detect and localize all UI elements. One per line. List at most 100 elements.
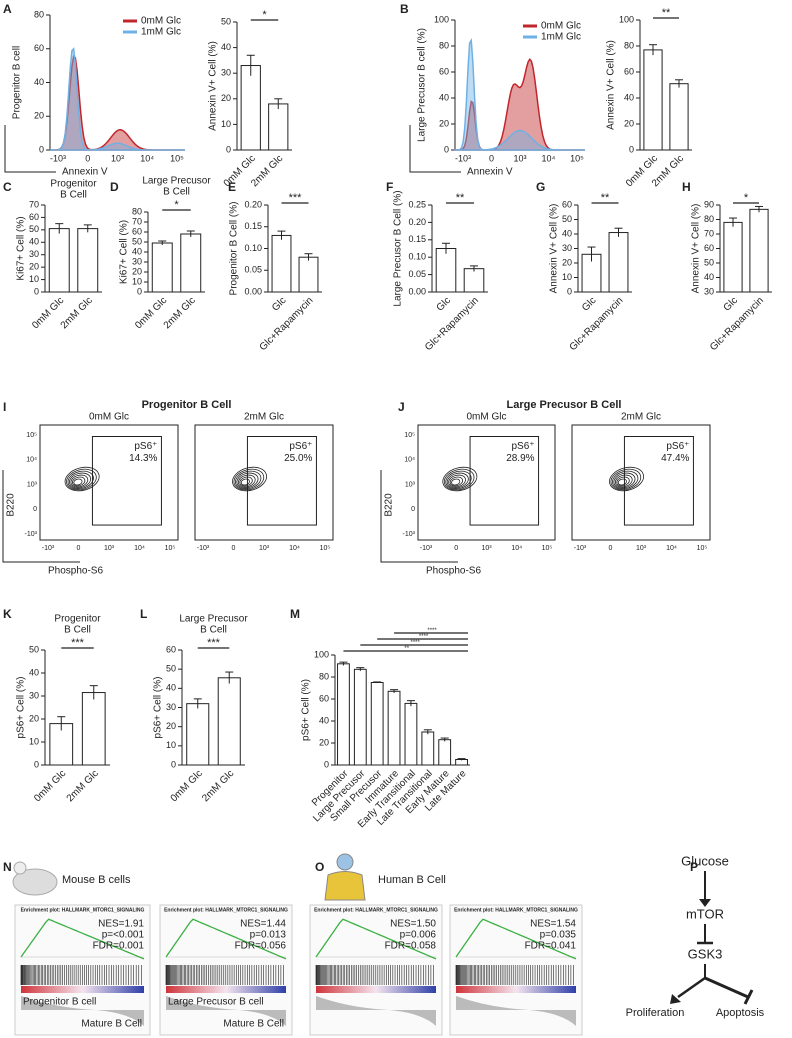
y-tick-label: 0.05 xyxy=(244,265,262,275)
panel-title: Progenitor B Cell xyxy=(142,399,232,411)
y-tick-label: 10 xyxy=(29,274,39,284)
y-tick-label: 40 xyxy=(221,42,231,52)
x-tick-label: 10³ xyxy=(259,545,270,552)
y-tick-label: 90 xyxy=(704,199,714,209)
y-tick-label: 10 xyxy=(166,740,176,750)
contour xyxy=(235,470,262,490)
stat-text: NES=1.44 xyxy=(240,919,286,930)
top-group: Large Precusor B cell xyxy=(168,997,264,1008)
y-tick-label: 0 xyxy=(171,759,176,769)
axis-arrow xyxy=(380,470,458,563)
stat-text: FDR=0.001 xyxy=(93,941,145,952)
y-tick-label: 30 xyxy=(29,690,39,700)
panel-label: E xyxy=(228,180,236,194)
contour xyxy=(64,466,100,492)
panel-title: B Cell xyxy=(64,625,91,636)
bar xyxy=(186,703,210,766)
y-tick-label: 30 xyxy=(221,68,231,78)
gate-label: pS6⁺ xyxy=(511,441,534,452)
y-tick-label: 10⁵ xyxy=(404,432,415,439)
contour xyxy=(70,474,89,488)
contour xyxy=(451,478,461,486)
x-tick-label: 0 xyxy=(489,153,494,163)
bottom-group: Mature B Cell xyxy=(223,1019,284,1030)
x-tick-label: -10³ xyxy=(197,545,210,552)
y-tick-label: 0.15 xyxy=(408,234,426,244)
bar xyxy=(421,731,435,766)
panel-label: B xyxy=(400,2,409,16)
x-tick-label: 10⁴ xyxy=(511,545,522,552)
bar xyxy=(217,677,241,766)
bar xyxy=(337,663,350,766)
y-axis-label: Large Precusor B cell (%) xyxy=(417,28,428,142)
y-tick-label: 50 xyxy=(221,16,231,26)
plot-frame xyxy=(417,424,556,541)
contour xyxy=(617,478,627,486)
x-tick-label: 10³ xyxy=(111,153,124,163)
panel-subtitle: Human B Cell xyxy=(378,874,446,886)
contour xyxy=(446,472,469,489)
y-tick-label: 20 xyxy=(166,721,176,731)
significance: ** xyxy=(404,646,409,652)
enrichment-curve xyxy=(20,918,145,960)
y-tick-label: 20 xyxy=(132,266,142,276)
y-tick-label: 60 xyxy=(624,66,634,76)
y-tick-label: 40 xyxy=(166,683,176,693)
x-tick-label: 10⁵ xyxy=(320,545,331,552)
y-tick-label: 30 xyxy=(166,702,176,712)
panel-title: Progenitor xyxy=(50,179,97,190)
plot-header: Enrichment plot: HALLMARK_MTORC1_SIGNALI… xyxy=(314,907,438,913)
stat-text: p=0.035 xyxy=(540,930,577,941)
panel-label: F xyxy=(386,180,393,194)
arrowhead xyxy=(670,994,681,1004)
panel-label: L xyxy=(140,607,147,621)
condition-label: 0mM Glc xyxy=(89,412,129,423)
significance: ** xyxy=(456,192,465,204)
y-tick-label: 50 xyxy=(166,664,176,674)
y-tick-label: 0 xyxy=(411,506,415,513)
y-tick-label: 20 xyxy=(562,257,572,267)
x-axis-label: Phospho-S6 xyxy=(48,566,103,577)
significance: * xyxy=(744,192,749,204)
contour xyxy=(610,468,642,491)
y-tick-label: 40 xyxy=(704,272,714,282)
significance: ** xyxy=(662,7,671,19)
stat-text: NES=1.91 xyxy=(98,919,144,930)
stat-text: p=<0.001 xyxy=(102,930,145,941)
gate xyxy=(623,436,694,526)
category-label: 2mM Glc xyxy=(65,768,101,804)
y-axis-label: Annexin V+ Cell (%) xyxy=(208,41,219,131)
y-tick-label: 0 xyxy=(33,506,37,513)
x-tick-label: -10³ xyxy=(420,545,433,552)
y-tick-label: 80 xyxy=(132,206,142,216)
panel-title: Large Precusor xyxy=(142,176,211,187)
y-tick-label: 20 xyxy=(29,713,39,723)
y-tick-label: 30 xyxy=(562,243,572,253)
y-tick-label: 0 xyxy=(34,286,39,296)
y-axis-label: Annexin V+ Cell (%) xyxy=(606,40,617,130)
y-tick-label: 60 xyxy=(166,644,176,654)
significance: **** xyxy=(410,640,420,646)
y-tick-label: 40 xyxy=(319,715,329,725)
x-tick-label: 10³ xyxy=(636,545,647,552)
y-tick-label: 50 xyxy=(562,214,572,224)
contour xyxy=(445,470,472,490)
node-label: Proliferation xyxy=(626,1007,685,1019)
contour xyxy=(233,468,265,491)
contour xyxy=(616,476,630,487)
y-axis-label: Ki67+ Cell (%) xyxy=(16,216,27,280)
x-axis-label: Annexin V xyxy=(62,167,108,178)
panel-label: D xyxy=(110,180,119,194)
enrichment-curve xyxy=(165,918,287,960)
y-tick-label: 0 xyxy=(629,144,634,154)
x-tick-label: 10³ xyxy=(104,545,115,552)
arrowhead xyxy=(699,899,711,907)
contour xyxy=(442,466,478,492)
gate xyxy=(469,436,540,526)
y-tick-label: 80 xyxy=(624,40,634,50)
bar xyxy=(271,234,292,293)
y-tick-label: 40 xyxy=(34,77,44,87)
y-axis-label: B220 xyxy=(6,493,17,517)
bottom-group: Mature B Cell xyxy=(81,1019,142,1030)
